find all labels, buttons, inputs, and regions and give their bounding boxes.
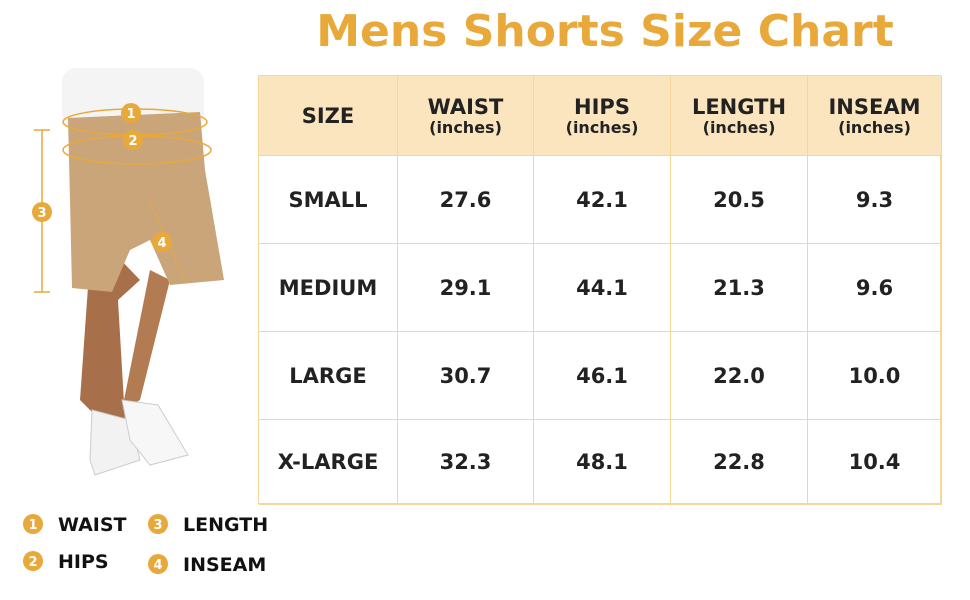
- marker-badge: [23, 514, 43, 534]
- table-cell: 30.7: [398, 332, 534, 420]
- table-cell: 20.5: [671, 156, 808, 244]
- marker-number: 1: [126, 107, 135, 122]
- header-cell: INSEAM (inches): [808, 76, 942, 156]
- shoe: [121, 399, 189, 466]
- figure: 1 2 3 4 1 WAIST 2 HIPS 3 LENGTH 4 INSEAM: [23, 68, 268, 576]
- marker-badge: [152, 232, 172, 252]
- leg: [122, 270, 170, 410]
- marker-number: 1: [28, 518, 37, 533]
- table-cell: 10.4: [808, 420, 942, 505]
- table-cell: SMALL: [259, 156, 398, 244]
- size-table: SIZE WAIST (inches) HIPS (inches) LENGTH (inch…: [258, 75, 942, 505]
- marker-badge: [23, 551, 43, 571]
- legend-label: LENGTH: [183, 514, 268, 536]
- header-cell: WAIST (inches): [398, 76, 534, 156]
- table-cell: 9.3: [808, 156, 942, 244]
- marker-badge: [148, 514, 168, 534]
- header-cell: LENGTH (inches): [671, 76, 808, 156]
- legend-label: INSEAM: [183, 554, 266, 576]
- table-cell: 27.6: [398, 156, 534, 244]
- header-cell: SIZE: [259, 76, 398, 156]
- table-cell: 9.6: [808, 244, 942, 332]
- table-cell: 44.1: [534, 244, 671, 332]
- marker-badge: [148, 554, 168, 574]
- marker-badge: [123, 130, 143, 150]
- table-cell: 48.1: [534, 420, 671, 505]
- table-cell: 42.1: [534, 156, 671, 244]
- header-label: SIZE: [301, 103, 355, 128]
- header-label: INSEAM: [828, 94, 921, 119]
- marker-number: 4: [157, 236, 166, 251]
- table-cell: LARGE: [259, 332, 398, 420]
- header-unit: (inches): [702, 117, 776, 137]
- header-unit: (inches): [838, 117, 911, 137]
- header-label: WAIST: [427, 94, 504, 119]
- table-cell: 10.0: [808, 332, 942, 420]
- table-cell: 22.8: [671, 420, 808, 505]
- header-unit: (inches): [565, 117, 639, 137]
- shorts: [68, 112, 224, 292]
- marker-number: 3: [37, 206, 46, 221]
- header-cell: HIPS (inches): [534, 76, 671, 156]
- table-cell: 21.3: [671, 244, 808, 332]
- table-cell: 32.3: [398, 420, 534, 505]
- table-cell: 22.0: [671, 332, 808, 420]
- marker-badge: [32, 202, 52, 222]
- header-label: HIPS: [574, 94, 630, 119]
- table-cell: MEDIUM: [259, 244, 398, 332]
- table-cell: 46.1: [534, 332, 671, 420]
- marker-number: 4: [153, 558, 162, 573]
- marker-number: 3: [153, 518, 162, 533]
- marker-number: 2: [128, 134, 137, 149]
- legend-label: WAIST: [58, 514, 127, 536]
- title: Mens Shorts Size Chart: [316, 6, 894, 57]
- table-cell: X-LARGE: [259, 420, 398, 505]
- header-unit: (inches): [429, 117, 502, 137]
- marker-badge: [121, 103, 141, 123]
- legend-label: HIPS: [58, 551, 109, 573]
- header-label: LENGTH: [691, 94, 787, 119]
- marker-number: 2: [28, 555, 37, 570]
- table-cell: 29.1: [398, 244, 534, 332]
